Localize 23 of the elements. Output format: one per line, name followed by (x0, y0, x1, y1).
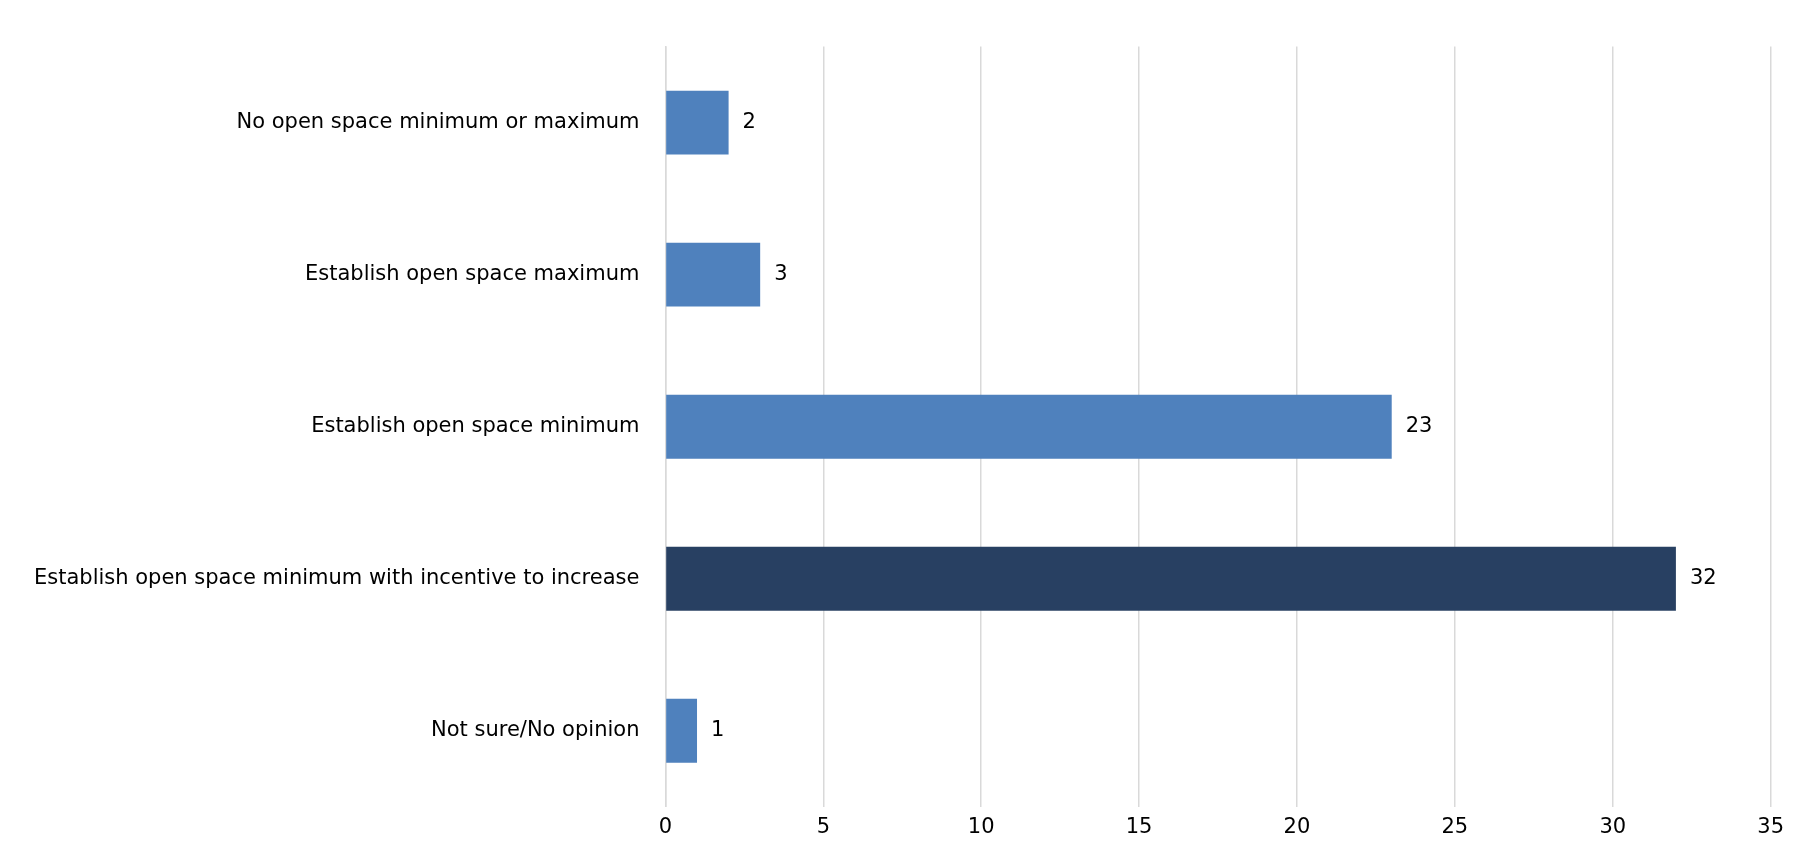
data-label: 3 (774, 261, 788, 286)
y-tick-label: Not sure/No opinion (431, 717, 640, 742)
y-tick-label: Establish open space maximum (305, 261, 640, 286)
x-tick-label: 15 (1125, 813, 1153, 838)
data-label: 1 (711, 717, 725, 742)
bar (666, 394, 1392, 459)
x-tick-label: 35 (1757, 813, 1785, 838)
bar (666, 242, 761, 307)
data-label: 23 (1405, 413, 1433, 438)
x-tick-label: 20 (1283, 813, 1311, 838)
y-tick-label: Establish open space minimum with incentive to increase (33, 565, 640, 590)
bar (666, 698, 698, 763)
bar (666, 546, 1676, 611)
bar (666, 90, 729, 155)
x-tick-label: 0 (658, 813, 673, 838)
x-tick-label: 30 (1599, 813, 1627, 838)
data-label: 2 (742, 109, 756, 134)
y-tick-label: Establish open space minimum (311, 413, 640, 438)
x-tick-label: 5 (816, 813, 831, 838)
x-tick-label: 25 (1441, 813, 1469, 838)
y-tick-label: No open space minimum or maximum (236, 109, 640, 134)
data-label: 32 (1689, 565, 1717, 590)
x-tick-label: 10 (967, 813, 995, 838)
